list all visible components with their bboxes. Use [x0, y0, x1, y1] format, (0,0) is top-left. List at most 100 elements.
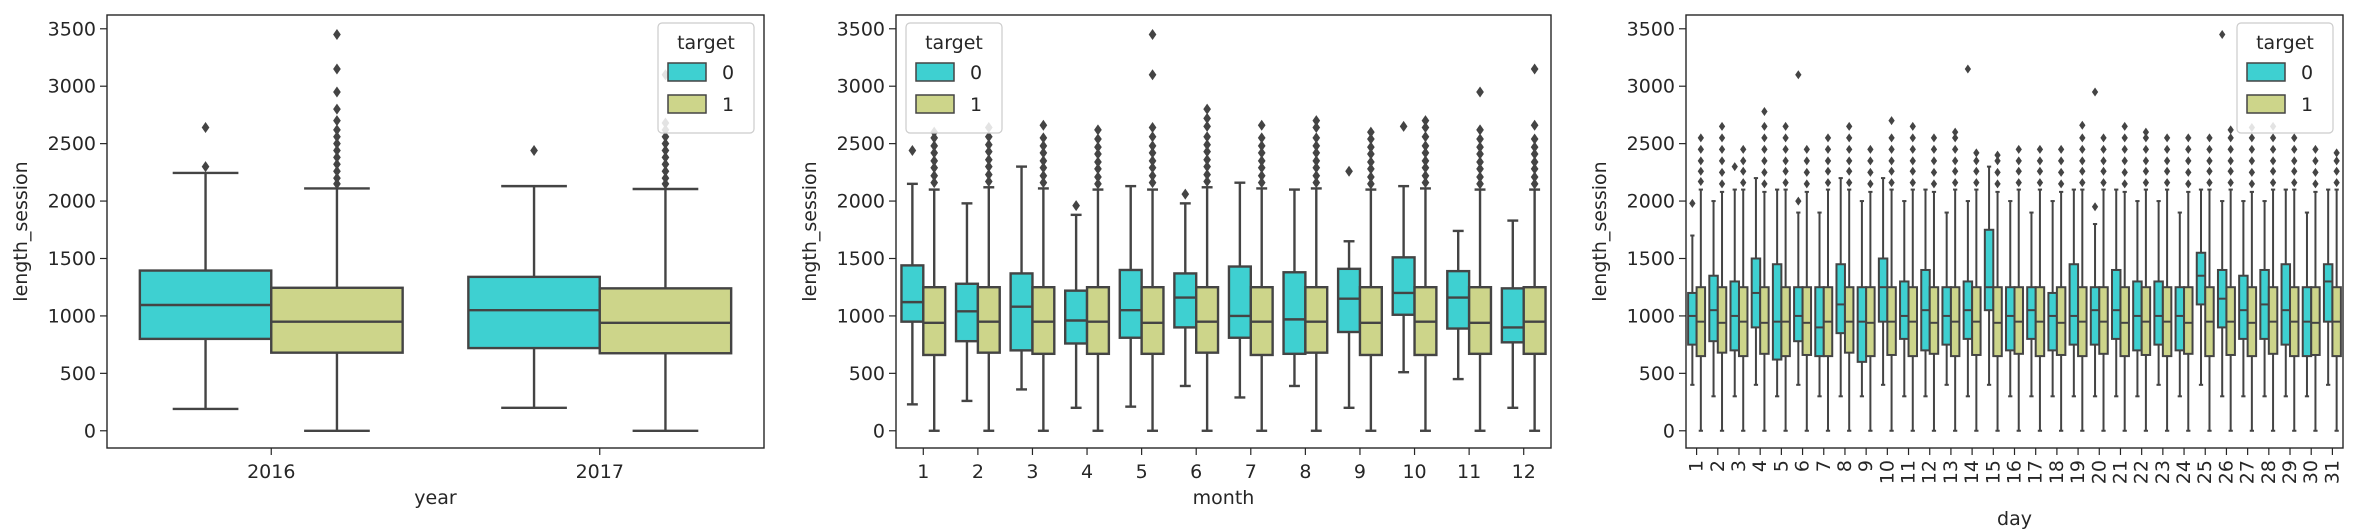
box-body: [2026, 286, 2037, 340]
box-day-28-target-1: [2267, 121, 2279, 432]
box-body: [1865, 286, 1876, 358]
flier-point: [1952, 133, 1959, 143]
x-axis-label: year: [414, 487, 457, 509]
box-day-15-target-1: [1992, 150, 2003, 432]
x-tick-label: 2: [1707, 460, 1729, 472]
flier-point: [930, 155, 939, 167]
box-body: [2238, 274, 2249, 340]
axes-frame: [1685, 14, 2344, 449]
flier-point: [1148, 155, 1157, 167]
flier-point: [1039, 162, 1048, 174]
flier-point: [930, 140, 939, 152]
flier-point: [1952, 144, 1959, 154]
box-body: [270, 286, 404, 354]
box-body: [2310, 286, 2321, 356]
flier-point: [1181, 188, 1190, 200]
flier-point: [1476, 178, 1484, 190]
flier-point: [1257, 132, 1266, 144]
box-body: [2110, 268, 2122, 340]
y-tick-label: 2000: [1627, 191, 1675, 213]
flier-point: [2312, 144, 2319, 154]
flier-point: [984, 131, 993, 143]
flier-point: [1952, 127, 1959, 137]
x-tick-label: 6: [1792, 460, 1814, 472]
legend-title: target: [925, 32, 983, 54]
y-tick-label: 3000: [837, 76, 885, 98]
flier-point: [2121, 156, 2128, 166]
box-day-16-target-1: [2013, 144, 2024, 432]
flier-point: [1203, 154, 1211, 166]
flier-point: [1203, 176, 1211, 188]
box-body: [1282, 271, 1307, 356]
box-month-3-target-0: [1009, 165, 1034, 391]
x-tick-label: 4: [1081, 461, 1093, 483]
x-tick-label: 26: [2215, 460, 2237, 484]
box-month-10-target-1: [1413, 115, 1438, 432]
flier-point: [1782, 166, 1789, 176]
flier-point: [1718, 121, 1726, 131]
flier-point: [1039, 132, 1048, 144]
x-tick-label: 23: [2152, 460, 2174, 484]
flier-point: [930, 132, 939, 144]
flier-point: [1203, 161, 1211, 173]
box-body: [2119, 286, 2130, 358]
box-day-26-target-1: [2225, 125, 2236, 432]
flier-point: [1367, 148, 1375, 160]
flier-point: [1148, 131, 1157, 143]
flier-point: [2291, 144, 2298, 154]
flier-point: [2163, 144, 2171, 154]
box-month-4-target-0: [1064, 200, 1089, 410]
y-axis-label: length_session: [10, 161, 32, 301]
x-tick-label: 22: [2131, 460, 2153, 484]
flier-point: [333, 145, 341, 157]
box-day-20-target-1: [2098, 133, 2109, 432]
box-month-2-target-0: [954, 202, 980, 403]
flier-point: [2121, 121, 2128, 131]
x-tick-label: 8: [1299, 461, 1311, 483]
box-month-11-target-0: [1446, 229, 1471, 381]
box-body: [1500, 287, 1525, 344]
flier-point: [1930, 167, 1938, 177]
box-day-4-target-1: [1759, 106, 1770, 432]
flier-point: [1740, 178, 1747, 188]
flier-point: [1367, 171, 1375, 183]
box-month-9-target-0: [1336, 165, 1362, 410]
flier-point: [930, 170, 939, 182]
box-month-12-target-1: [1522, 63, 1547, 432]
flier-point: [2227, 133, 2234, 143]
flier-point: [2100, 144, 2107, 154]
flier-point: [2163, 133, 2171, 143]
box-body: [1814, 286, 1825, 358]
x-tick-label: 1: [1686, 460, 1708, 472]
box-month-7-target-0: [1227, 181, 1252, 399]
box-body: [1391, 256, 1416, 316]
box-body: [2013, 286, 2024, 355]
legend: target 0 1: [2236, 22, 2334, 134]
legend-swatch-target-0: [915, 62, 955, 82]
flier-point: [661, 131, 670, 143]
flier-point: [1203, 112, 1211, 124]
flier-point: [2227, 125, 2234, 135]
flier-point: [2015, 166, 2022, 176]
flier-point: [1697, 144, 1704, 154]
flier-point: [1094, 178, 1102, 190]
legend-label-target-1: 1: [722, 94, 734, 116]
box-body: [1064, 289, 1089, 345]
flier-point: [1888, 178, 1895, 188]
box-day-24-target-0: [2174, 211, 2186, 398]
flier-point: [661, 151, 670, 163]
legend-label-target-1: 1: [970, 94, 982, 116]
flier-point: [1697, 156, 1704, 166]
axes-frame: [895, 14, 1552, 449]
flier-point: [1148, 177, 1157, 189]
flier-point: [2206, 166, 2213, 176]
x-tick-label: 2016: [247, 461, 295, 483]
flier-point: [1257, 162, 1266, 174]
flier-point: [1888, 116, 1895, 126]
flier-point: [1718, 179, 1726, 189]
flier-point: [2079, 156, 2086, 166]
y-tick-label: 500: [849, 363, 885, 385]
flier-point: [1846, 178, 1853, 188]
legend: target 0 1: [905, 22, 1003, 134]
flier-point: [1718, 144, 1726, 154]
